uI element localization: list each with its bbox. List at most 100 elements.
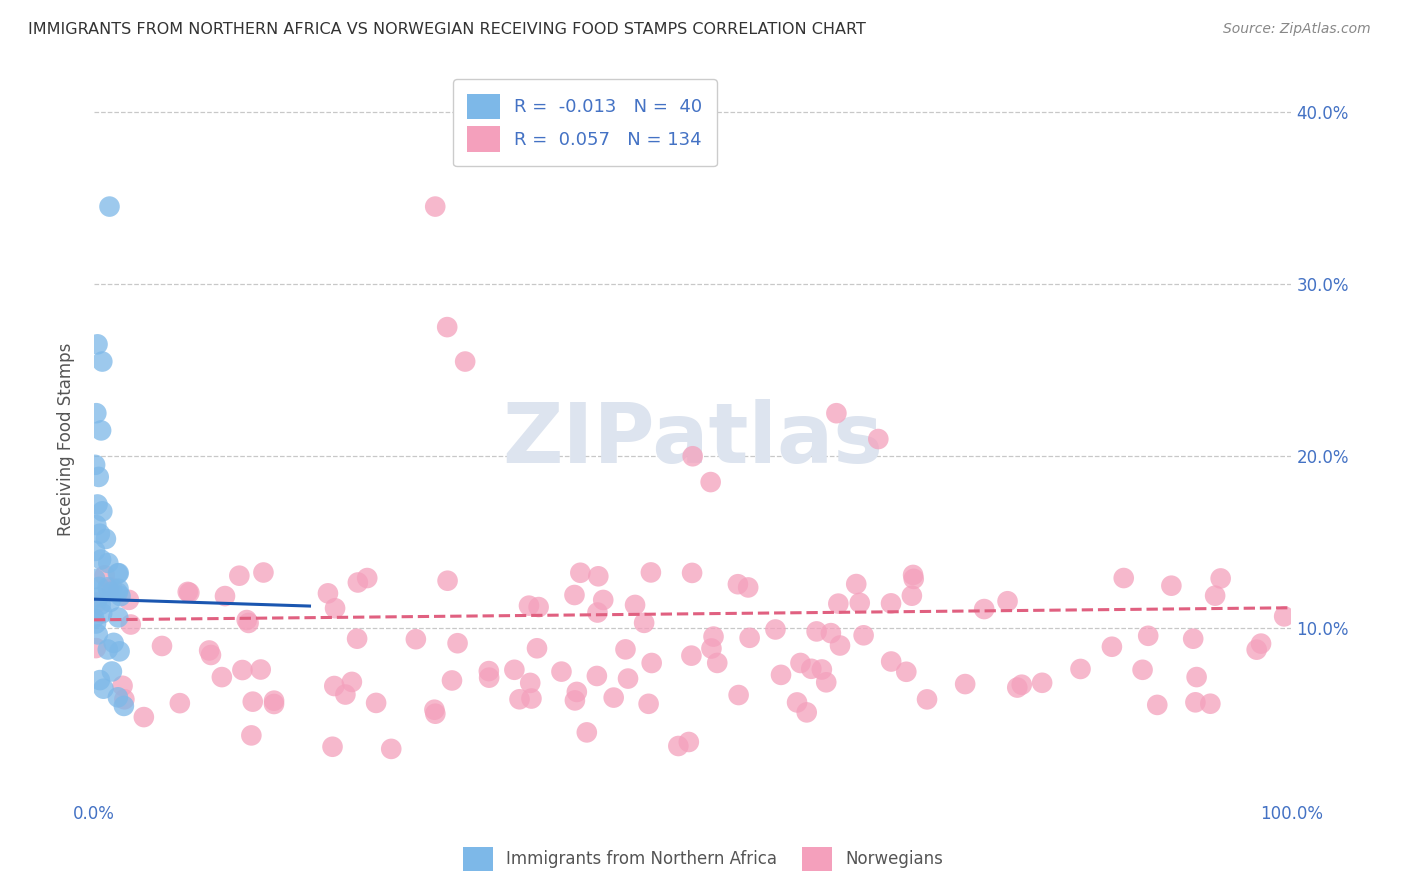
Point — [346, 632, 368, 646]
Point — [84, 572, 107, 586]
Point — [228, 568, 250, 582]
Point — [896, 665, 918, 679]
Point — [101, 581, 124, 595]
Point — [87, 580, 110, 594]
Point — [423, 703, 446, 717]
Point — [347, 575, 370, 590]
Point — [820, 626, 842, 640]
Point — [340, 674, 363, 689]
Point — [405, 632, 427, 647]
Point — [322, 739, 344, 754]
Point — [806, 624, 828, 639]
Point — [827, 597, 849, 611]
Point — [86, 406, 108, 420]
Point — [111, 679, 134, 693]
Point — [702, 630, 724, 644]
Point — [323, 679, 346, 693]
Point — [508, 692, 530, 706]
Text: ZIPatlas: ZIPatlas — [502, 399, 883, 480]
Point — [425, 706, 447, 721]
Point — [586, 669, 609, 683]
Point — [526, 641, 548, 656]
Point — [727, 688, 749, 702]
Point — [796, 706, 818, 720]
Point — [120, 617, 142, 632]
Legend: R =  -0.013   N =  40, R =  0.057   N = 134: R = -0.013 N = 40, R = 0.057 N = 134 — [453, 79, 717, 167]
Point — [614, 642, 637, 657]
Point — [575, 725, 598, 739]
Point — [602, 690, 624, 705]
Point — [845, 577, 868, 591]
Point — [94, 532, 117, 546]
Point — [517, 599, 540, 613]
Point — [727, 577, 749, 591]
Point — [868, 432, 890, 446]
Point — [520, 691, 543, 706]
Point — [380, 742, 402, 756]
Point — [825, 406, 848, 420]
Point — [681, 566, 703, 580]
Point — [231, 663, 253, 677]
Point — [238, 615, 260, 630]
Point — [107, 585, 129, 599]
Point — [564, 693, 586, 707]
Point — [150, 639, 173, 653]
Point — [87, 591, 110, 605]
Point — [1160, 579, 1182, 593]
Point — [682, 449, 704, 463]
Point — [1199, 697, 1222, 711]
Point — [1209, 571, 1232, 585]
Point — [84, 544, 107, 558]
Text: Source: ZipAtlas.com: Source: ZipAtlas.com — [1223, 22, 1371, 37]
Point — [90, 598, 112, 612]
Point — [86, 498, 108, 512]
Point — [132, 710, 155, 724]
Point — [86, 596, 108, 610]
Point — [706, 656, 728, 670]
Y-axis label: Receiving Food Stamps: Receiving Food Stamps — [58, 343, 75, 536]
Point — [901, 568, 924, 582]
Point — [637, 697, 659, 711]
Point — [91, 354, 114, 368]
Point — [87, 627, 110, 641]
Legend: Immigrants from Northern Africa, Norwegians: Immigrants from Northern Africa, Norwegi… — [454, 839, 952, 880]
Point — [90, 552, 112, 566]
Point — [356, 571, 378, 585]
Point — [112, 692, 135, 706]
Point — [997, 594, 1019, 608]
Point — [1272, 609, 1295, 624]
Point — [1182, 632, 1205, 646]
Point — [1007, 681, 1029, 695]
Point — [640, 566, 662, 580]
Point — [478, 671, 501, 685]
Point — [101, 665, 124, 679]
Point — [569, 566, 592, 580]
Point — [169, 696, 191, 710]
Point — [97, 580, 120, 594]
Point — [1137, 629, 1160, 643]
Point — [1250, 637, 1272, 651]
Point — [973, 602, 995, 616]
Point — [1204, 589, 1226, 603]
Point — [87, 470, 110, 484]
Point — [1132, 663, 1154, 677]
Point — [91, 504, 114, 518]
Point — [366, 696, 388, 710]
Point — [440, 673, 463, 688]
Point — [98, 595, 121, 609]
Point — [848, 596, 870, 610]
Point — [1246, 642, 1268, 657]
Point — [107, 566, 129, 581]
Point — [112, 698, 135, 713]
Point — [478, 664, 501, 678]
Point — [1101, 640, 1123, 654]
Point — [699, 475, 721, 489]
Point — [86, 518, 108, 533]
Point — [97, 556, 120, 570]
Point — [454, 354, 477, 368]
Point — [263, 697, 285, 711]
Point — [564, 588, 586, 602]
Point — [915, 692, 938, 706]
Point — [83, 611, 105, 625]
Point — [811, 663, 834, 677]
